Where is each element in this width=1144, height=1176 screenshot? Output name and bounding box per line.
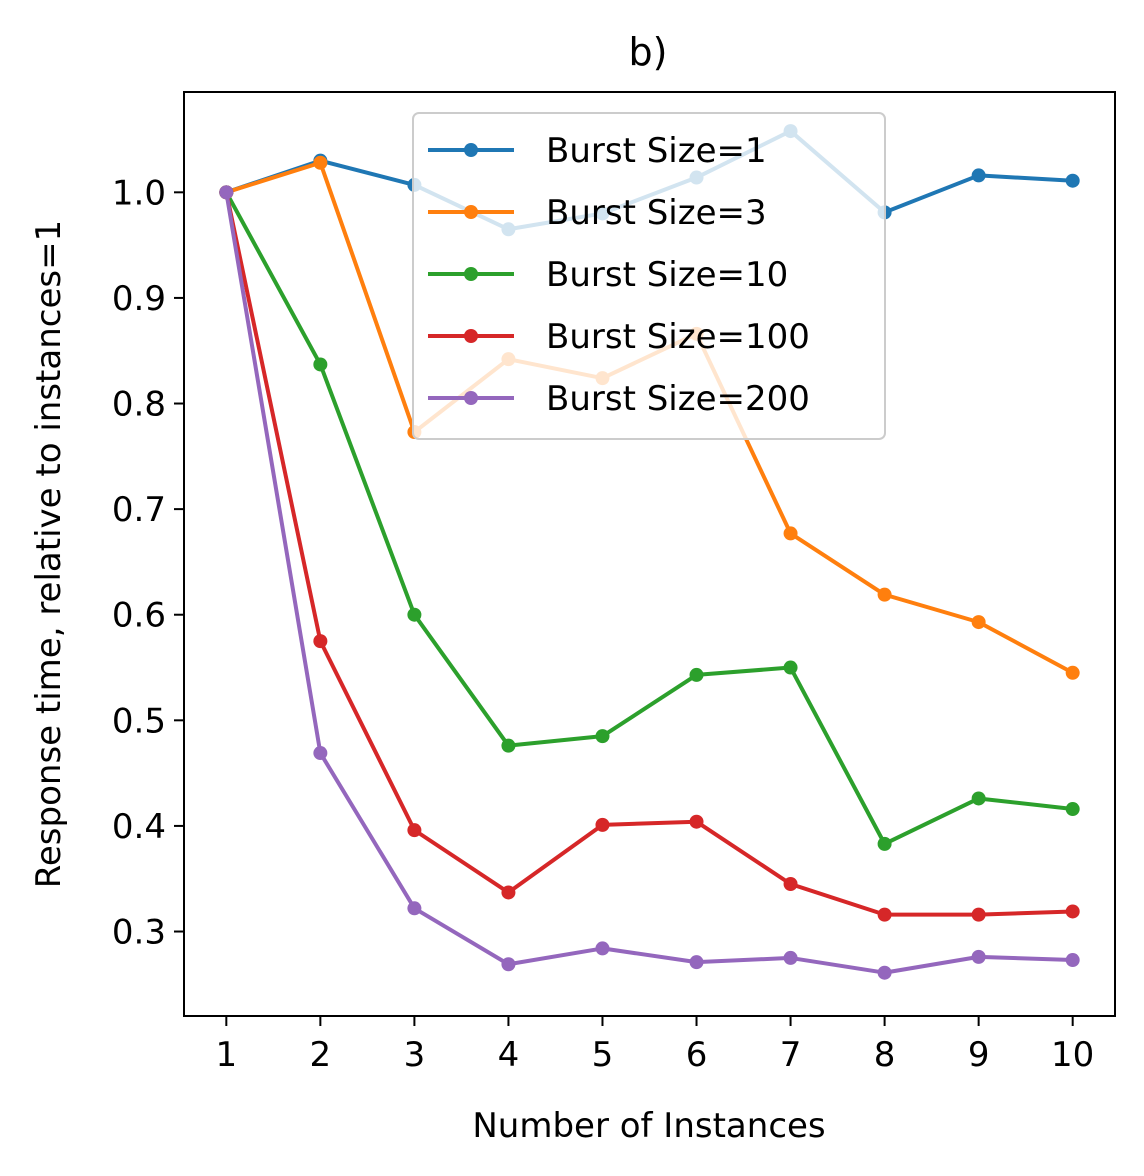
y-tick-label: 0.6 <box>112 596 166 636</box>
series-burst-size-200 <box>219 185 1080 980</box>
data-point <box>877 907 892 922</box>
y-tick-label: 0.8 <box>112 385 166 425</box>
data-point <box>971 615 986 630</box>
data-point <box>971 949 986 964</box>
data-point <box>1065 665 1080 680</box>
data-point <box>219 185 234 200</box>
legend-marker <box>464 205 478 219</box>
legend-marker <box>464 143 478 157</box>
data-point <box>689 955 704 970</box>
data-point <box>783 526 798 541</box>
series-line <box>224 190 1075 975</box>
data-point <box>877 965 892 980</box>
data-point <box>595 941 610 956</box>
data-point <box>595 817 610 832</box>
legend-label: Burst Size=1 <box>546 131 767 171</box>
x-tick-label: 3 <box>404 1035 426 1075</box>
data-point <box>501 885 516 900</box>
legend-label: Burst Size=10 <box>546 255 788 295</box>
legend-item: Burst Size=3 <box>428 193 767 233</box>
legend-item: Burst Size=200 <box>428 379 810 419</box>
legend-item: Burst Size=1 <box>428 131 767 171</box>
data-point <box>877 836 892 851</box>
data-point <box>407 901 422 916</box>
data-point <box>689 667 704 682</box>
x-axis-label: Number of Instances <box>472 1106 825 1146</box>
series-burst-size-100 <box>219 185 1080 922</box>
data-point <box>783 950 798 965</box>
data-point <box>501 738 516 753</box>
data-point <box>313 155 328 170</box>
data-point <box>877 587 892 602</box>
chart-title: b) <box>629 30 668 74</box>
data-point <box>501 957 516 972</box>
y-axis: 0.3 0.4 0.5 0.6 0.7 0.8 0.9 1.0 <box>112 173 184 953</box>
legend-item: Burst Size=100 <box>428 317 810 357</box>
legend-item: Burst Size=10 <box>428 255 788 295</box>
legend-label: Burst Size=200 <box>546 379 810 419</box>
legend-marker <box>464 329 478 343</box>
series-line <box>224 190 1075 846</box>
data-point <box>971 168 986 183</box>
data-point <box>407 607 422 622</box>
data-point <box>1065 802 1080 817</box>
data-point <box>689 814 704 829</box>
y-axis-label: Response time, relative to instances=1 <box>29 220 69 888</box>
y-tick-label: 0.9 <box>112 279 166 319</box>
x-tick-label: 6 <box>686 1035 708 1075</box>
series-line <box>224 190 1075 917</box>
x-tick-label: 8 <box>874 1035 896 1075</box>
y-tick-label: 0.7 <box>112 490 166 530</box>
x-tick-label: 1 <box>215 1035 237 1075</box>
y-tick-label: 0.4 <box>112 807 166 847</box>
data-point <box>971 907 986 922</box>
legend: Burst Size=1 Burst Size=3 Burst Size=10 Bur… <box>412 112 886 440</box>
data-point <box>783 660 798 675</box>
x-tick-label: 5 <box>592 1035 614 1075</box>
data-point <box>1065 904 1080 919</box>
data-point <box>313 746 328 761</box>
data-point <box>407 823 422 838</box>
data-point <box>783 877 798 891</box>
x-tick-label: 7 <box>780 1035 802 1075</box>
x-tick-label: 10 <box>1051 1035 1094 1075</box>
y-tick-label: 0.3 <box>112 913 166 953</box>
plot-frame <box>183 91 1116 1017</box>
legend-box <box>412 112 886 440</box>
legend-label: Burst Size=3 <box>546 193 767 233</box>
y-tick-label: 0.5 <box>112 701 166 741</box>
x-tick-label: 4 <box>498 1035 520 1075</box>
data-point <box>1065 173 1080 188</box>
legend-label: Burst Size=100 <box>546 317 810 357</box>
x-tick-label: 2 <box>310 1035 332 1075</box>
data-point <box>971 791 986 806</box>
data-point <box>313 634 328 649</box>
data-point <box>1065 953 1080 968</box>
legend-marker <box>464 391 478 405</box>
x-tick-label: 9 <box>968 1035 990 1075</box>
data-point <box>313 357 328 372</box>
data-point <box>595 729 610 744</box>
y-tick-label: 1.0 <box>112 173 166 213</box>
legend-marker <box>464 267 478 281</box>
x-axis: 1 2 3 4 5 6 7 8 9 10 <box>215 1016 1094 1075</box>
